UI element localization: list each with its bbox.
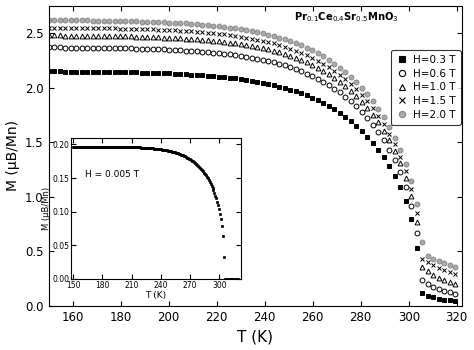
- Text: Pr$_{0.1}$Ce$_{0.4}$Sr$_{0.5}$MnO$_3$: Pr$_{0.1}$Ce$_{0.4}$Sr$_{0.5}$MnO$_3$: [294, 10, 399, 24]
- Legend: H=0.3 T, H=0.6 T, H=1.0 T, H=1.5 T, H=2.0 T: H=0.3 T, H=0.6 T, H=1.0 T, H=1.5 T, H=2.…: [391, 50, 461, 125]
- Y-axis label: M (μB/Mn): M (μB/Mn): [6, 120, 19, 191]
- X-axis label: T (K): T (K): [237, 329, 273, 344]
